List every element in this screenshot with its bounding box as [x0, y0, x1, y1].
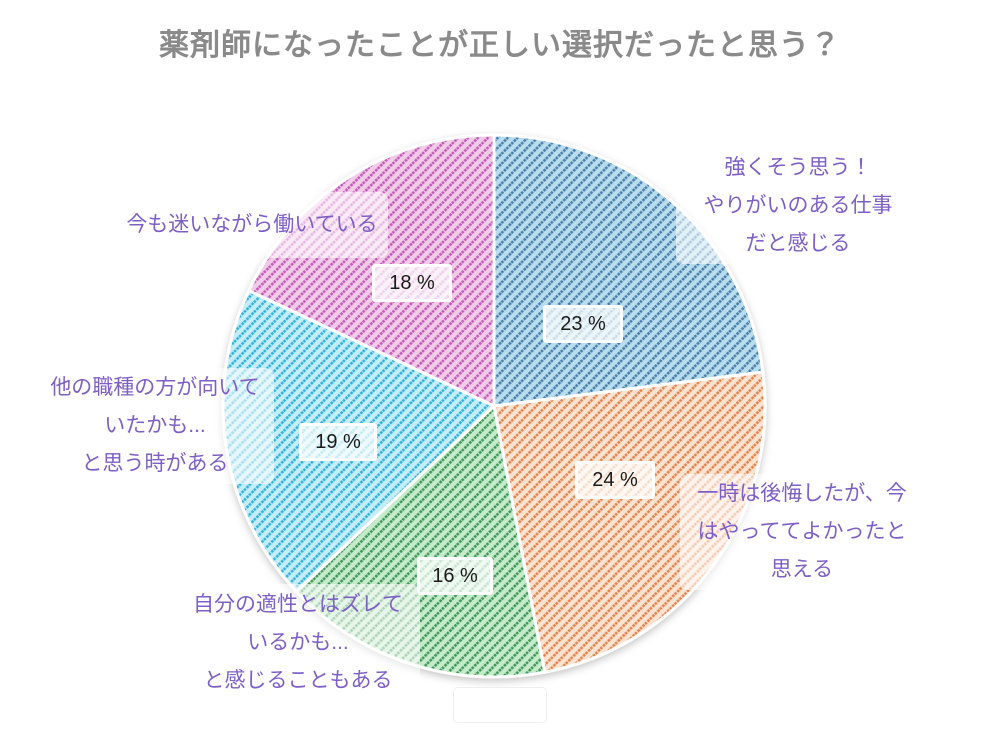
- slice-label-line: いたかも...: [104, 414, 206, 437]
- slice-label-regretted-but-glad: 一時は後悔したが、今 はやっててよかったと 思える: [680, 474, 924, 590]
- percent-label-other-job-better: 19 %: [299, 423, 377, 461]
- slice-label-still-wondering: 今も迷いながら働いている: [116, 192, 388, 258]
- slice-label-line: やりがいのある仕事: [703, 194, 893, 217]
- slice-label-line: はやっててよかったと: [697, 520, 907, 543]
- chart-title: 薬剤師になったことが正しい選択だったと思う？: [159, 29, 841, 62]
- slice-label-line: いるかも...: [247, 631, 349, 654]
- slice-label-line: 自分の適性とはズレて: [193, 593, 403, 616]
- slice-label-aptitude-mismatch: 自分の適性とはズレて いるかも... と感じることもある: [176, 584, 420, 702]
- slice-label-line: 思える: [770, 558, 834, 581]
- percent-label-aptitude-mismatch: 16 %: [417, 557, 493, 595]
- slice-label-strongly-agree: 強くそう思う！ やりがいのある仕事 だと感じる: [676, 148, 920, 264]
- slice-label-line: 強くそう思う！: [724, 156, 872, 179]
- percent-label-still-wondering: 18 %: [372, 264, 452, 302]
- slice-label-line: 一時は後悔したが、今: [697, 482, 907, 505]
- percent-label-strongly-agree: 23 %: [543, 305, 623, 343]
- bottom-placeholder-box: [453, 687, 547, 723]
- pie-slice-still-wondering: [247, 133, 496, 408]
- slice-label-other-job-better: 他の職種の方が向いて いたかも... と思う時がある: [36, 368, 274, 484]
- slice-label-line: と感じることもある: [203, 669, 393, 692]
- slice-label-line: だと感じる: [745, 232, 851, 255]
- percent-label-regretted-but-glad: 24 %: [575, 461, 655, 499]
- slice-label-line: と思う時がある: [81, 452, 229, 475]
- slice-label-line: 他の職種の方が向いて: [50, 376, 260, 399]
- slice-label-line: 今も迷いながら働いている: [126, 213, 378, 236]
